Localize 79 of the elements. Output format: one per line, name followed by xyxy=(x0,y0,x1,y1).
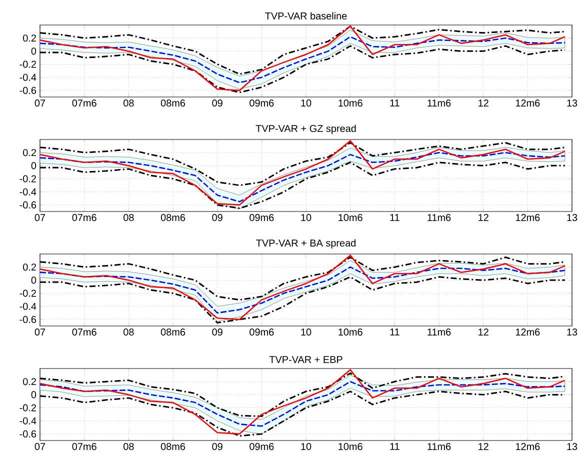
x-tick-label: 08m6 xyxy=(160,214,186,222)
x-tick-label: 07m6 xyxy=(72,100,96,107)
x-tick-label: 07 xyxy=(34,328,46,336)
x-tick-label: 11m6 xyxy=(428,214,451,222)
x-tick-label: 11 xyxy=(390,328,400,336)
x-tick-label: 13 xyxy=(567,100,578,107)
y-tick-label: 0.2 xyxy=(23,149,36,156)
x-tick-label: 09m6 xyxy=(250,443,274,450)
x-tick-label: 10 xyxy=(301,100,312,107)
y-tick-label: -0.2 xyxy=(20,60,36,68)
chart-title: TVP-VAR + BA spread xyxy=(256,239,356,248)
x-tick-label: 10 xyxy=(301,214,312,222)
y-tick-label: -0.2 xyxy=(20,175,36,182)
x-tick-label: 07m6 xyxy=(72,443,96,450)
x-tick-label: 07m6 xyxy=(72,328,96,336)
y-tick-label: 0 xyxy=(31,48,36,55)
x-tick-label: 07m6 xyxy=(72,214,96,222)
x-tick-label: 11m6 xyxy=(428,328,451,336)
x-tick-label: 09 xyxy=(212,100,222,107)
line-series xyxy=(40,152,566,202)
x-tick-label: 13 xyxy=(567,443,578,450)
x-tick-label: 12m6 xyxy=(516,443,540,450)
x-tick-label: 08 xyxy=(124,100,134,107)
x-tick-label: 12m6 xyxy=(516,328,540,336)
x-tick-label: 12 xyxy=(478,214,488,221)
chart-title: TVP-VAR + GZ spread xyxy=(256,124,356,134)
line-series xyxy=(40,36,566,84)
x-tick-label: 12 xyxy=(478,328,488,336)
y-tick-label: -0.2 xyxy=(20,404,36,412)
x-tick-label: 09 xyxy=(212,443,222,450)
x-tick-label: 10m6 xyxy=(338,328,362,336)
y-tick-label: -0.4 xyxy=(20,417,36,424)
x-tick-label: 09 xyxy=(212,214,222,222)
y-tick-label: -0.2 xyxy=(20,290,36,297)
x-tick-label: 11 xyxy=(390,443,400,450)
y-tick-label: -0.6 xyxy=(20,316,36,323)
x-tick-label: 07 xyxy=(34,100,46,107)
y-tick-label: -0.6 xyxy=(20,201,36,208)
x-tick-label: 09m6 xyxy=(250,214,274,222)
x-tick-label: 09m6 xyxy=(250,328,274,336)
y-tick-label: 0 xyxy=(31,391,36,398)
x-tick-label: 08m6 xyxy=(160,443,186,450)
y-tick-label: -0.4 xyxy=(20,188,36,196)
x-tick-label: 11m6 xyxy=(428,100,451,107)
x-tick-label: 11 xyxy=(390,100,400,106)
x-tick-label: 12 xyxy=(478,443,488,450)
x-tick-label: 10m6 xyxy=(338,214,362,222)
x-tick-label: 07 xyxy=(34,443,46,450)
x-tick-label: 07 xyxy=(34,214,46,222)
y-tick-label: 0 xyxy=(31,276,36,284)
x-tick-label: 08 xyxy=(124,214,134,222)
chart-title: TVP-VAR baseline xyxy=(265,12,347,20)
x-tick-label: 12 xyxy=(478,100,488,106)
y-tick-label: -0.4 xyxy=(20,302,36,310)
y-tick-label: 0.2 xyxy=(23,34,36,42)
x-tick-label: 10 xyxy=(301,443,312,450)
x-tick-label: 08m6 xyxy=(160,100,186,107)
x-tick-label: 13 xyxy=(567,328,578,336)
x-tick-label: 13 xyxy=(567,214,578,222)
y-tick-label: -0.4 xyxy=(20,74,36,81)
y-tick-label: -0.6 xyxy=(20,430,36,438)
x-tick-label: 11 xyxy=(390,214,400,221)
x-tick-label: 10m6 xyxy=(338,100,362,107)
y-tick-label: 0 xyxy=(31,162,36,170)
x-tick-label: 09 xyxy=(212,328,222,336)
chart-title: TVP-VAR + EBP xyxy=(269,356,342,364)
y-tick-label: 0.2 xyxy=(23,378,36,386)
x-tick-label: 12m6 xyxy=(516,214,540,222)
x-tick-label: 08 xyxy=(124,443,134,450)
x-tick-label: 12m6 xyxy=(516,100,540,107)
x-tick-label: 11m6 xyxy=(428,443,451,450)
x-tick-label: 10m6 xyxy=(338,443,362,450)
x-tick-label: 10 xyxy=(301,328,312,336)
x-tick-label: 08m6 xyxy=(160,328,186,336)
line-series xyxy=(40,140,566,206)
x-tick-label: 08 xyxy=(124,328,134,336)
y-tick-label: -0.6 xyxy=(20,86,36,94)
y-tick-label: 0.2 xyxy=(23,264,36,271)
x-tick-label: 09m6 xyxy=(250,100,274,107)
